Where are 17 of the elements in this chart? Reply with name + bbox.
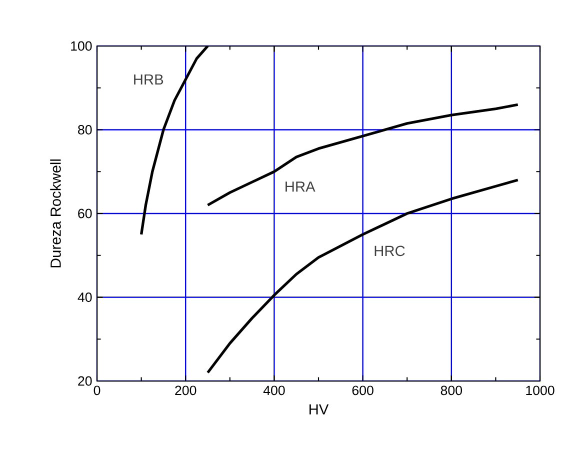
x-tick-label: 1000 [526, 386, 554, 396]
x-tick-label: 800 [440, 386, 462, 396]
y-tick-label: 60 [78, 208, 92, 218]
x-axis-title: HV [310, 404, 329, 414]
y-tick-label: 100 [71, 41, 92, 51]
x-tick-label: 600 [352, 386, 374, 396]
series-label: HRC [374, 246, 405, 256]
y-axis-title: Dureza Rockwell [50, 159, 61, 268]
y-tick-label: 20 [78, 376, 92, 386]
line-series [206, 178, 520, 374]
y-tick-label: 40 [78, 292, 92, 302]
series-label: HRA [286, 182, 316, 192]
x-tick-label: 200 [175, 386, 196, 396]
x-tick-label: 0 [94, 386, 100, 396]
y-tick-label: 80 [78, 125, 92, 134]
legend-label: HRB [134, 74, 164, 85]
x-tick-label: 400 [263, 386, 285, 396]
